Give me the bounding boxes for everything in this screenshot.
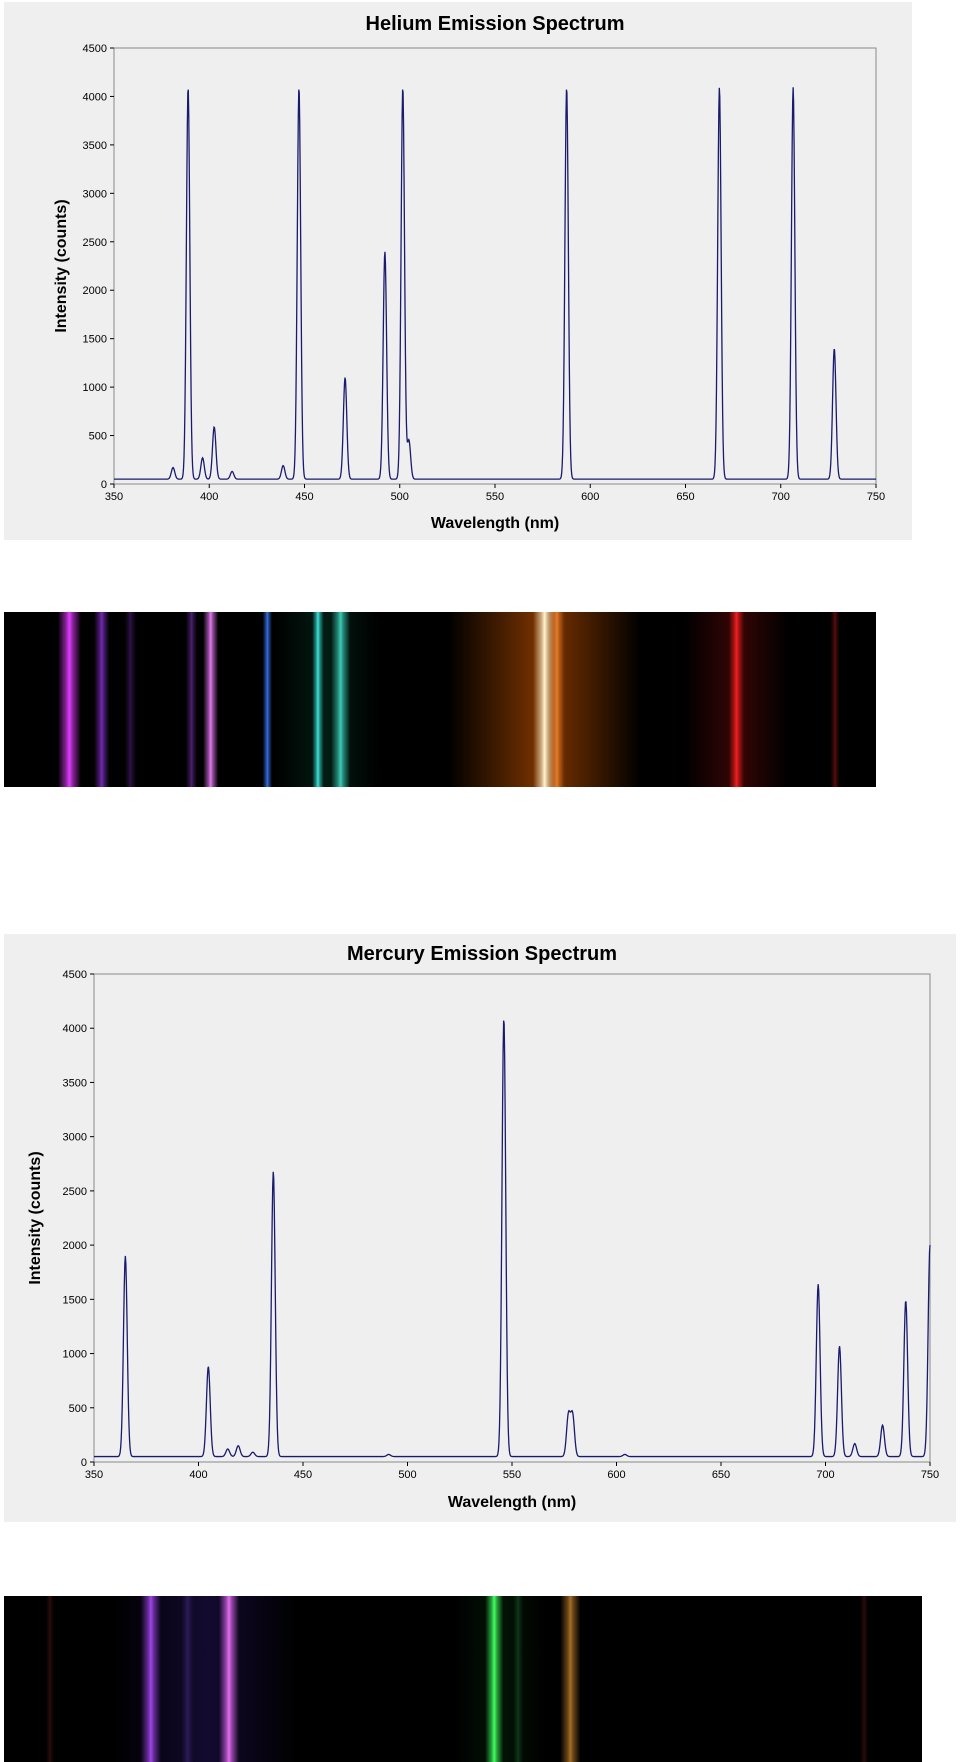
emission-line	[181, 1596, 194, 1762]
helium-chart-title: Helium Emission Spectrum	[366, 13, 625, 35]
mercury-x-tick-label: 750	[921, 1469, 939, 1481]
mercury-spectrum-strip	[4, 1596, 922, 1762]
helium-y-tick-label: 1500	[83, 334, 107, 346]
mercury-plot-area	[93, 973, 931, 1463]
helium-chart-svg: Helium Emission Spectrum Wavelength (nm)…	[53, 13, 886, 532]
emission-line	[218, 1596, 240, 1762]
mercury-x-tick-label: 400	[189, 1469, 207, 1481]
emission-line	[728, 612, 745, 787]
emission-line	[560, 1596, 581, 1762]
mercury-y-tick-label: 1000	[63, 1349, 87, 1361]
helium-y-tick-label: 4000	[83, 91, 107, 103]
emission-line	[860, 1596, 869, 1762]
helium-spectrum-strip	[4, 612, 876, 787]
mercury-x-tick-label: 450	[294, 1469, 312, 1481]
helium-spectrum-image	[4, 612, 876, 787]
emission-line	[202, 612, 219, 787]
mercury-x-tick-label: 650	[712, 1469, 730, 1481]
mercury-y-tick-label: 3500	[63, 1077, 87, 1089]
mercury-y-axis-label: Intensity (counts)	[27, 1151, 44, 1284]
mercury-x-tick-label: 500	[398, 1469, 416, 1481]
helium-y-tick-label: 4500	[83, 43, 107, 55]
helium-y-tick-label: 500	[89, 431, 107, 443]
mercury-spectrum-image	[4, 1596, 922, 1762]
emission-line	[124, 612, 137, 787]
helium-y-tick-label: 0	[101, 479, 107, 491]
helium-y-axis-label: Intensity (counts)	[53, 199, 70, 332]
helium-y-tick-label: 3000	[83, 188, 107, 200]
emission-line	[830, 612, 840, 787]
helium-x-tick-label: 350	[105, 491, 123, 503]
emission-line	[140, 1596, 161, 1762]
mercury-chart-title: Mercury Emission Spectrum	[347, 943, 617, 965]
helium-x-tick-label: 650	[676, 491, 694, 503]
helium-x-tick-label: 500	[391, 491, 409, 503]
helium-spectrum-line	[114, 87, 876, 480]
mercury-y-tick-label: 4500	[63, 969, 87, 981]
mercury-ticks: 350 400 450 500 550 600 650 700 750 0 500 1000 1500 2…	[63, 969, 940, 1481]
mercury-chart-svg: Mercury Emission Spectrum Wavelength (nm…	[27, 943, 940, 1511]
helium-x-tick-label: 550	[486, 491, 504, 503]
emission-line	[312, 612, 324, 787]
strip-glow	[274, 612, 379, 787]
helium-plot-area	[113, 47, 877, 485]
helium-y-tick-label: 1000	[83, 382, 107, 394]
helium-x-tick-label: 400	[200, 491, 218, 503]
emission-line	[93, 612, 110, 787]
emission-line	[45, 1596, 54, 1762]
mercury-y-tick-label: 4000	[63, 1023, 87, 1035]
helium-x-tick-label: 750	[867, 491, 885, 503]
helium-x-tick-label: 700	[772, 491, 790, 503]
helium-y-tick-label: 3500	[83, 140, 107, 152]
emission-line	[262, 612, 273, 787]
helium-y-tick-label: 2500	[83, 237, 107, 249]
helium-x-tick-label: 450	[295, 491, 313, 503]
mercury-y-tick-label: 3000	[63, 1132, 87, 1144]
helium-x-axis-label: Wavelength (nm)	[431, 515, 559, 532]
helium-x-tick-label: 600	[581, 491, 599, 503]
mercury-y-tick-label: 1500	[63, 1294, 87, 1306]
emission-line	[57, 612, 81, 787]
helium-chart: Helium Emission Spectrum Wavelength (nm)…	[4, 2, 912, 540]
mercury-y-tick-label: 0	[81, 1457, 87, 1469]
emission-line	[485, 1596, 504, 1762]
mercury-x-tick-label: 350	[85, 1469, 103, 1481]
mercury-chart: Mercury Emission Spectrum Wavelength (nm…	[4, 934, 956, 1522]
emission-line	[513, 1596, 524, 1762]
mercury-x-tick-label: 600	[607, 1469, 625, 1481]
mercury-x-tick-label: 700	[816, 1469, 834, 1481]
emission-line	[331, 612, 351, 787]
emission-line	[185, 612, 198, 787]
mercury-x-tick-label: 550	[503, 1469, 521, 1481]
mercury-spectrum-line	[94, 1020, 931, 1458]
mercury-y-tick-label: 2500	[63, 1186, 87, 1198]
mercury-x-axis-label: Wavelength (nm)	[448, 1494, 576, 1511]
emission-line	[549, 612, 565, 787]
mercury-y-tick-label: 2000	[63, 1240, 87, 1252]
mercury-y-tick-label: 500	[69, 1403, 87, 1415]
helium-ticks: 350 400 450 500 550 600 650 700 750 0 500 1000 1500 2…	[83, 43, 886, 503]
helium-y-tick-label: 2000	[83, 285, 107, 297]
